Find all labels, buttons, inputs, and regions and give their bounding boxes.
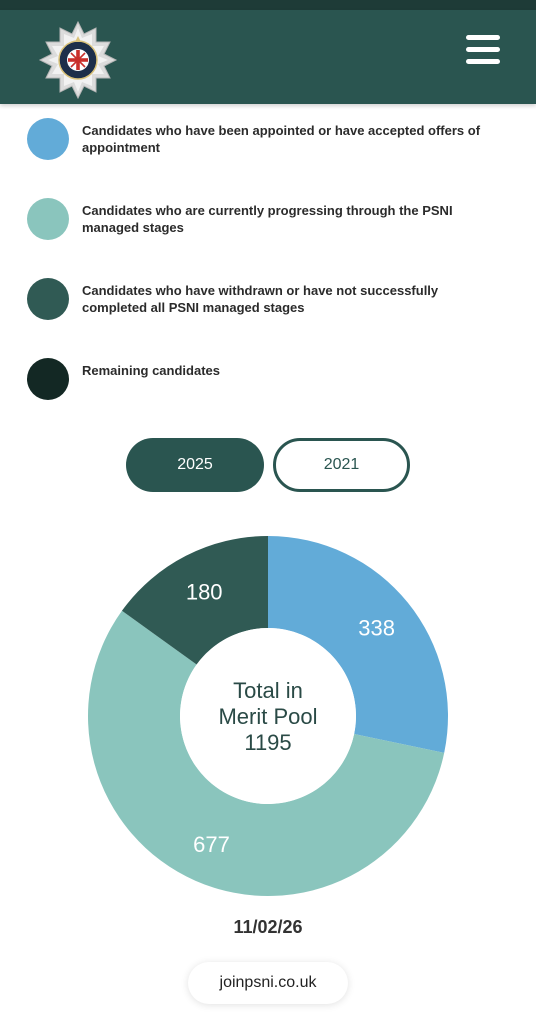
site-link-button[interactable]: joinpsni.co.uk — [188, 962, 348, 1004]
legend-swatch-remaining — [27, 358, 69, 400]
legend-item-progressing: Candidates who are currently progressing… — [0, 198, 536, 258]
year-tab-2021[interactable]: 2021 — [273, 438, 410, 492]
legend-item-withdrawn: Candidates who have withdrawn or have no… — [0, 278, 536, 338]
legend-swatch-withdrawn — [27, 278, 69, 320]
psni-crest-icon[interactable] — [38, 20, 118, 100]
legend-swatch-appointed — [27, 118, 69, 160]
status-strip — [0, 0, 536, 10]
slice-withdrawn[interactable] — [121, 536, 269, 665]
legend-label-progressing: Candidates who are currently progressing… — [82, 203, 453, 235]
chart-date: 11/02/26 — [233, 917, 303, 937]
legend-label-withdrawn: Candidates who have withdrawn or have no… — [82, 283, 439, 315]
data-label-progressing: 677 — [193, 832, 230, 857]
merit-pool-chart: 338 677 180 Total in Merit Pool 1195 — [0, 520, 536, 920]
site-header — [0, 10, 536, 104]
legend-swatch-progressing — [27, 198, 69, 240]
data-label-appointed: 338 — [358, 616, 395, 641]
data-label-withdrawn: 180 — [186, 579, 223, 604]
legend-item-remaining: Remaining candidates — [0, 358, 536, 418]
legend-label-appointed: Candidates who have been appointed or ha… — [82, 123, 481, 155]
slice-progressing[interactable] — [87, 610, 445, 897]
slice-appointed[interactable] — [268, 536, 448, 753]
hamburger-menu-icon[interactable] — [466, 33, 502, 67]
year-tab-2025[interactable]: 2025 — [126, 438, 264, 492]
donut-hole — [180, 628, 356, 804]
legend-label-remaining: Remaining candidates — [82, 363, 220, 378]
center-label-line-0: Total in — [233, 678, 303, 703]
legend-item-appointed: Candidates who have been appointed or ha… — [0, 118, 536, 178]
center-label-line-1: Merit Pool — [218, 704, 317, 729]
center-label-line-2: 1195 — [244, 730, 291, 755]
